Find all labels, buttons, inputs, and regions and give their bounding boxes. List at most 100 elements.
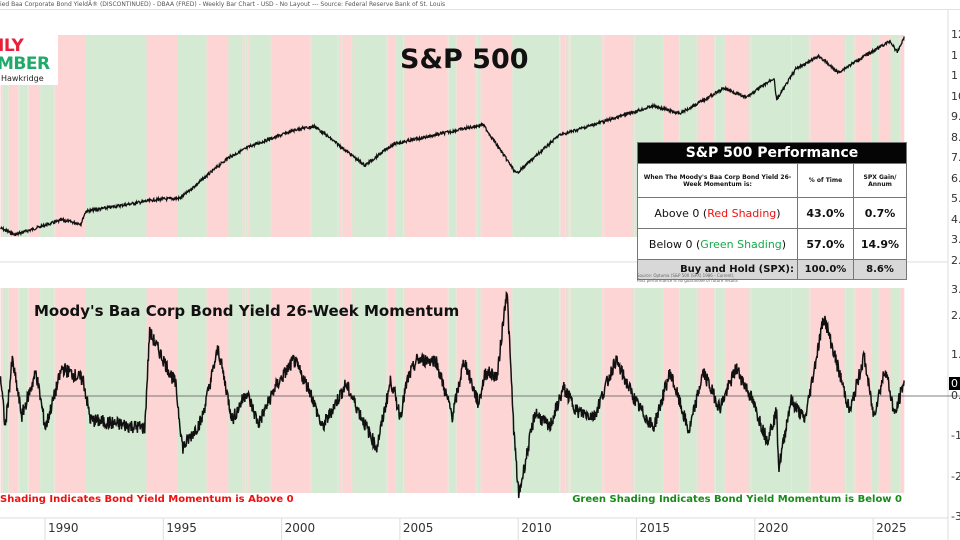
green-shade-band	[714, 288, 716, 493]
green-shade-band	[854, 35, 855, 237]
spx-y-tick: 12	[951, 28, 960, 41]
red-shade-band	[559, 288, 560, 493]
performance-table: S&P 500 Performance When The Moody's Baa…	[637, 142, 907, 280]
red-shade-band	[55, 35, 86, 237]
red-shade-band	[448, 35, 449, 237]
green-shade-band	[448, 35, 456, 237]
green-shade-band	[748, 35, 750, 237]
green-shade-band	[566, 35, 568, 237]
momentum-y-tick: -1	[951, 429, 960, 442]
green-shade-band	[678, 288, 680, 493]
table-title: S&P 500 Performance	[637, 142, 907, 164]
green-shade-band	[387, 35, 389, 237]
red-shade-band	[54, 35, 55, 237]
x-tick-label: 2005	[402, 521, 434, 535]
red-shade-band	[146, 288, 178, 493]
green-shade-band	[19, 35, 28, 237]
red-shade-band	[476, 288, 478, 493]
spx-y-tick: 5.	[951, 192, 960, 205]
red-shade-band	[663, 288, 678, 493]
table-header-time: % of Time	[797, 163, 854, 198]
red-shade-band	[899, 35, 900, 237]
green-shade-band	[244, 35, 246, 237]
spx-title: S&P 500	[400, 44, 529, 75]
red-shade-band	[899, 288, 900, 493]
green-shade-band	[749, 288, 751, 493]
red-shade-band	[337, 288, 339, 493]
green-shade-band	[309, 35, 311, 237]
header-divider	[0, 9, 960, 10]
green-shade-band	[845, 288, 854, 493]
x-tick-label: 1990	[48, 521, 79, 535]
red-shade-band	[662, 35, 664, 237]
red-shade-band	[808, 288, 810, 493]
green-shade-band	[632, 288, 635, 493]
momentum-line	[0, 290, 905, 499]
green-shade-band	[395, 35, 404, 237]
red-shade-band	[206, 35, 229, 237]
spx-y-tick: 10	[951, 89, 960, 103]
green-shade-band	[341, 35, 343, 237]
green-shade-band	[245, 35, 248, 237]
red-shade-band	[403, 288, 404, 493]
green-shade-band	[603, 35, 605, 237]
green-shade-band	[351, 35, 355, 237]
red-shade-band	[853, 35, 855, 237]
red-shade-band	[715, 288, 716, 493]
green-shade-band	[677, 35, 679, 237]
spx-y-tick: 7.	[951, 151, 960, 164]
green-shade-band	[477, 288, 481, 493]
green-shading-label: Green Shading	[700, 237, 782, 251]
red-shade-band	[565, 35, 567, 237]
red-shade-band	[724, 288, 749, 493]
momentum-shading	[0, 288, 905, 493]
green-shade-band	[899, 35, 901, 237]
green-shade-band	[475, 35, 477, 237]
green-shade-band	[810, 35, 811, 237]
red-shade-band	[354, 35, 355, 237]
green-shade-band	[855, 35, 856, 237]
spx-y-tick: 1	[951, 48, 958, 62]
green-shade-band	[871, 288, 879, 493]
green-shade-band	[54, 35, 56, 237]
red-shade-band	[8, 288, 19, 493]
red-shade-band	[342, 35, 352, 237]
green-shade-band	[475, 35, 476, 237]
red-shade-band	[570, 35, 571, 237]
red-shade-band	[723, 35, 724, 237]
red-shade-band	[603, 288, 604, 493]
red-shade-band	[853, 288, 855, 493]
spx-y-tick: 8.	[951, 130, 960, 144]
red-shade-band	[601, 288, 603, 493]
red-shade-band	[601, 35, 603, 237]
red-shade-band	[900, 35, 905, 237]
red-shade-band	[247, 288, 248, 493]
x-tick-label: 2020	[757, 521, 789, 535]
momentum-y-tick: 1.	[951, 348, 960, 361]
red-shade-band	[354, 288, 355, 493]
last-value-badge: 0	[949, 377, 960, 390]
green-shade-band	[228, 35, 243, 237]
green-shade-band	[2, 35, 9, 237]
momentum-y-tick: -3	[951, 510, 960, 523]
red-caption: Shading Indicates Bond Yield Momentum is…	[0, 494, 294, 505]
red-shade-band	[854, 35, 856, 237]
red-shade-band	[844, 35, 846, 237]
red-shade-band	[0, 35, 3, 237]
green-shade-band	[749, 35, 751, 237]
spx-y-tick: 1	[951, 69, 958, 82]
green-shade-band	[247, 288, 249, 493]
green-shade-band	[632, 35, 635, 237]
red-shade-band	[18, 288, 20, 493]
green-shade-band	[228, 288, 243, 493]
red-shade-band	[386, 35, 388, 237]
red-shade-band	[750, 288, 752, 493]
red-shade-band	[310, 35, 312, 237]
green-shade-band	[447, 35, 449, 237]
green-shade-band	[845, 35, 854, 237]
x-ticks	[44, 518, 874, 540]
logo-line1: ILY	[0, 36, 24, 56]
x-tick-label: 2025	[876, 521, 907, 535]
green-shade-band	[245, 288, 248, 493]
